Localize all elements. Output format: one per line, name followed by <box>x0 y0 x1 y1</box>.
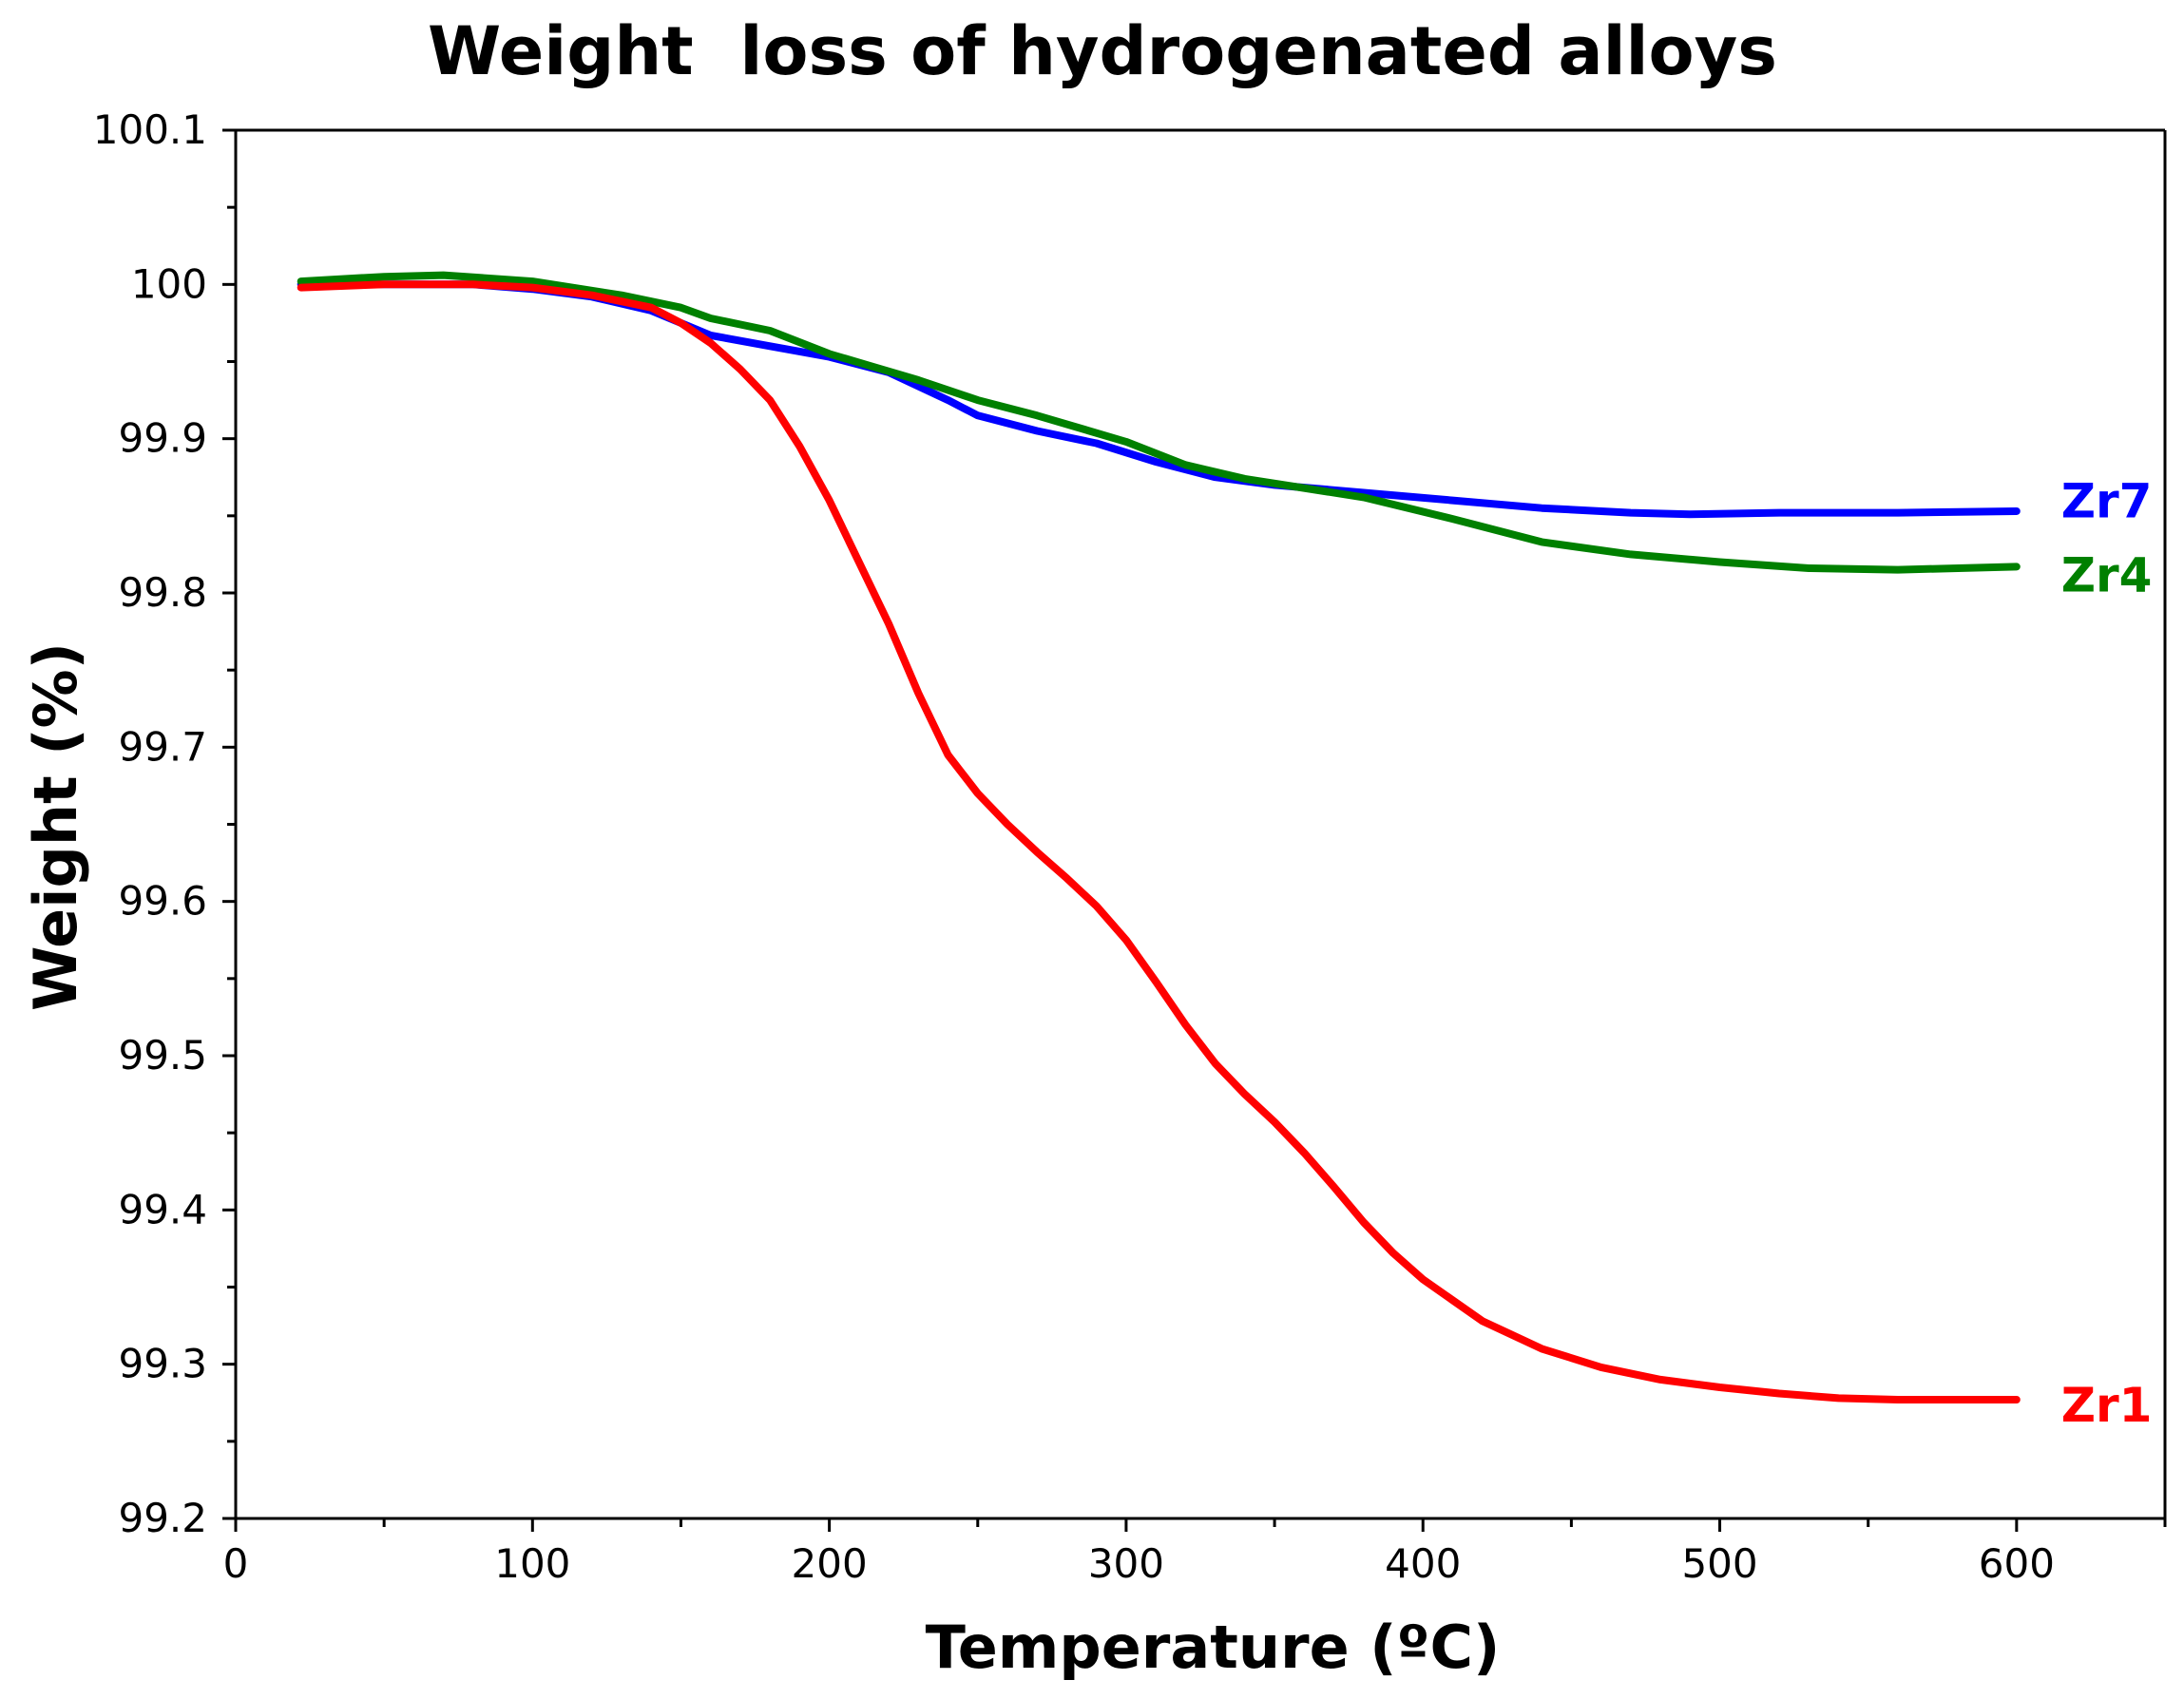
chart-title: Weight loss of hydrogenated alloys <box>428 12 1777 90</box>
y-tick-label: 100 <box>131 260 207 307</box>
x-tick-label: 0 <box>223 1540 249 1587</box>
x-tick-label: 400 <box>1385 1540 1461 1587</box>
y-axis-label: Weight (%) <box>21 642 90 1011</box>
y-tick-label: 99.9 <box>118 415 207 462</box>
x-tick-label: 300 <box>1088 1540 1164 1587</box>
plot-area: 0 100 200 300 400 500 600 99.2 99.3 99.4 99.5 99.6 9… <box>93 106 2167 1587</box>
x-tick-label: 500 <box>1681 1540 1757 1587</box>
x-tick-label: 600 <box>1979 1540 2055 1587</box>
x-tick-label: 200 <box>792 1540 868 1587</box>
y-tick-label: 99.8 <box>118 569 207 616</box>
y-tick-label: 99.7 <box>118 723 207 770</box>
series-line-zr1 <box>297 280 2021 1403</box>
series-line-zr7 <box>297 280 2021 519</box>
y-tick-label: 100.1 <box>93 106 207 153</box>
series-label-zr4: Zr4 <box>2061 548 2153 603</box>
series-label-zr7: Zr7 <box>2061 474 2153 529</box>
y-tick-label: 99.2 <box>118 1495 207 1541</box>
y-tick-label: 99.4 <box>118 1186 207 1232</box>
y-tick-label: 99.5 <box>118 1032 207 1079</box>
x-axis-label: Temperature (ºC) <box>926 1613 1501 1682</box>
y-tick-label: 99.3 <box>118 1341 207 1387</box>
y-tick-label: 99.6 <box>118 878 207 925</box>
x-tick-label: 100 <box>494 1540 570 1587</box>
series-line-zr4 <box>297 271 2021 574</box>
series-label-zr1: Zr1 <box>2061 1378 2153 1433</box>
